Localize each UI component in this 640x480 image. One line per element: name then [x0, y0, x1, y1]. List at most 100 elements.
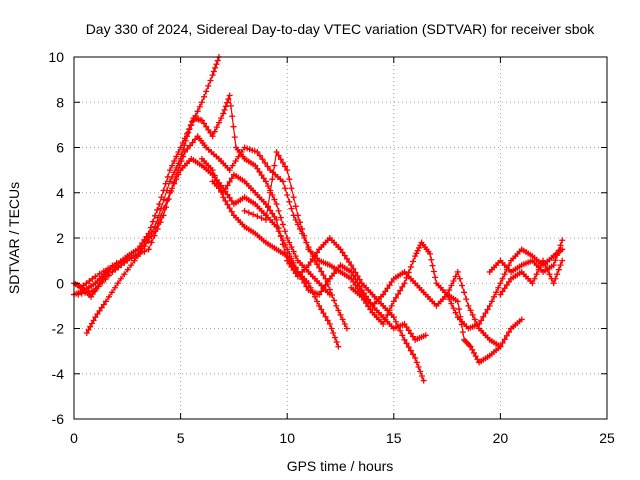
data-point [284, 246, 291, 253]
data-point [231, 134, 238, 141]
data-point [214, 57, 221, 64]
series-track-4 [83, 155, 342, 350]
data-point [405, 269, 412, 276]
data-point [109, 262, 116, 269]
data-point [380, 291, 387, 298]
data-point [403, 324, 410, 331]
data-point [131, 257, 138, 264]
data-point [409, 351, 416, 358]
data-point [213, 177, 220, 184]
data-point [559, 237, 566, 244]
data-point [503, 332, 510, 339]
data-point [501, 271, 508, 278]
data-point [552, 257, 559, 264]
data-point [229, 113, 236, 120]
data-point [518, 316, 525, 323]
data-point [262, 216, 269, 223]
data-point [171, 158, 178, 165]
data-point [141, 243, 148, 250]
data-point [505, 278, 512, 285]
data-point [474, 356, 481, 363]
data-point [341, 252, 348, 259]
data-point [259, 156, 266, 163]
data-point [472, 353, 479, 360]
y-tick-label: 10 [48, 49, 64, 65]
data-point [339, 316, 346, 323]
data-point [397, 287, 404, 294]
data-point [417, 368, 424, 375]
data-point [221, 106, 228, 113]
data-point [213, 124, 220, 131]
series-line [86, 158, 339, 347]
data-point [428, 256, 435, 263]
data-point [384, 285, 391, 292]
data-point [265, 182, 272, 189]
data-point [316, 264, 323, 271]
data-point [482, 310, 489, 317]
data-point [156, 201, 163, 208]
data-point [128, 262, 135, 269]
data-point [230, 123, 237, 130]
data-point [448, 282, 455, 289]
data-point [232, 158, 239, 165]
data-point [220, 194, 227, 201]
x-tick-label: 15 [386, 430, 402, 446]
data-point [497, 291, 504, 298]
data-point [484, 306, 491, 313]
data-point [258, 215, 265, 222]
data-point [343, 255, 350, 262]
data-point [333, 302, 340, 309]
data-point [187, 122, 194, 129]
data-point [282, 228, 289, 235]
data-point [269, 176, 276, 183]
x-tick-label: 25 [599, 430, 615, 446]
y-tick-label: 4 [56, 185, 64, 201]
data-point [471, 316, 478, 323]
data-point [316, 291, 323, 298]
data-point [432, 274, 439, 281]
data-point [290, 248, 297, 255]
data-point [196, 103, 203, 110]
data-point [267, 189, 274, 196]
data-point [154, 206, 161, 213]
data-point [271, 213, 278, 220]
data-point [407, 263, 414, 270]
data-point [226, 178, 233, 185]
data-point [305, 262, 312, 269]
data-point [162, 180, 169, 187]
data-point [279, 159, 286, 166]
data-point [210, 68, 217, 75]
data-point [382, 316, 389, 323]
data-point [422, 332, 429, 339]
data-point [559, 246, 566, 253]
data-point [446, 296, 453, 303]
data-point [476, 320, 483, 327]
x-tick-label: 0 [70, 430, 78, 446]
data-point [331, 334, 338, 341]
data-point [427, 250, 434, 257]
data-point [205, 82, 212, 89]
data-point [401, 336, 408, 343]
data-point [401, 280, 408, 287]
data-point [169, 173, 176, 180]
y-tick-label: 0 [56, 275, 64, 291]
data-point [467, 307, 474, 314]
y-tick-label: -4 [52, 366, 65, 382]
data-point [273, 201, 280, 208]
data-point [209, 167, 216, 174]
data-point [350, 272, 357, 279]
data-point [326, 286, 333, 293]
axis-ticks: 0 5 10 15 20 25 -6 -4 -2 0 2 4 6 8 10 [48, 49, 615, 446]
data-point [225, 96, 232, 103]
series-track-1 [71, 54, 222, 298]
data-point [350, 278, 357, 285]
data-point [75, 291, 82, 298]
data-point [169, 185, 176, 192]
data-point [148, 233, 155, 240]
data-point [149, 218, 156, 225]
data-point [501, 285, 508, 292]
data-point [163, 197, 170, 204]
data-point [284, 253, 291, 260]
data-point [198, 117, 205, 124]
data-point [211, 128, 218, 135]
